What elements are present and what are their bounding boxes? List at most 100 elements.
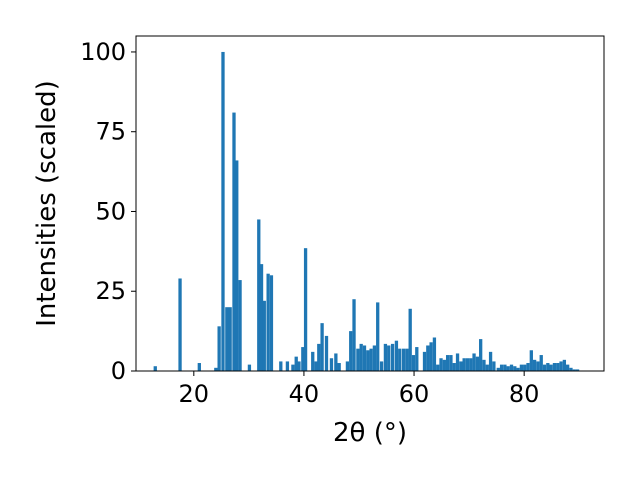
bar bbox=[408, 308, 412, 371]
x-tick-label: 20 bbox=[179, 380, 210, 408]
y-tick-label: 100 bbox=[80, 38, 126, 66]
bar bbox=[390, 343, 395, 371]
bar bbox=[475, 356, 480, 371]
y-tick-label: 75 bbox=[95, 118, 126, 146]
bar bbox=[552, 363, 557, 371]
bar bbox=[297, 361, 301, 371]
bar bbox=[485, 364, 489, 371]
bar bbox=[436, 364, 440, 371]
bar bbox=[153, 366, 157, 371]
bar bbox=[445, 355, 450, 371]
bar bbox=[509, 364, 514, 371]
bar bbox=[345, 361, 350, 371]
bar bbox=[359, 343, 363, 371]
x-tick-label: 60 bbox=[399, 380, 430, 408]
bar bbox=[285, 361, 290, 371]
bar bbox=[452, 363, 456, 371]
bar bbox=[301, 347, 305, 371]
bar bbox=[352, 299, 356, 371]
bar bbox=[562, 359, 567, 371]
bar bbox=[499, 364, 504, 371]
bar bbox=[214, 367, 218, 371]
bar bbox=[462, 358, 466, 371]
bar bbox=[415, 347, 419, 371]
bar bbox=[303, 248, 308, 371]
bar bbox=[356, 348, 360, 371]
bar bbox=[217, 326, 221, 371]
bar bbox=[566, 364, 570, 371]
bar bbox=[235, 160, 239, 371]
bar bbox=[221, 51, 225, 371]
bar bbox=[496, 367, 500, 371]
bar bbox=[523, 364, 527, 371]
bar bbox=[269, 275, 274, 371]
bar bbox=[401, 348, 406, 371]
y-axis-label: Intensities (scaled) bbox=[32, 80, 62, 327]
bar bbox=[279, 361, 283, 371]
bar bbox=[513, 366, 517, 371]
bar bbox=[492, 361, 496, 371]
bar bbox=[238, 280, 242, 371]
bar bbox=[572, 369, 576, 371]
plot-area-frame bbox=[135, 35, 605, 372]
x-tick-label: 80 bbox=[509, 380, 540, 408]
bar bbox=[506, 366, 510, 371]
bar bbox=[539, 355, 543, 371]
bar bbox=[459, 361, 463, 371]
bar bbox=[532, 359, 537, 371]
bar bbox=[379, 361, 384, 371]
bar bbox=[556, 363, 560, 371]
bar bbox=[569, 367, 573, 371]
bar bbox=[405, 348, 409, 371]
bar bbox=[411, 355, 416, 371]
bar bbox=[232, 112, 236, 371]
x-axis: 20 40 60 80 bbox=[179, 371, 540, 408]
x-axis-label: 2θ (°) bbox=[333, 418, 407, 448]
bar bbox=[542, 364, 547, 371]
bar bbox=[488, 351, 493, 371]
bar bbox=[262, 300, 266, 371]
bar bbox=[549, 364, 553, 371]
bar bbox=[575, 369, 580, 371]
y-tick-label: 0 bbox=[111, 357, 126, 385]
bar bbox=[482, 359, 486, 371]
bar bbox=[225, 307, 229, 371]
bar-series bbox=[153, 51, 580, 371]
bar bbox=[519, 364, 524, 371]
y-tick-label: 25 bbox=[95, 277, 126, 305]
bar bbox=[294, 356, 298, 371]
bar bbox=[559, 361, 563, 371]
bar bbox=[324, 335, 329, 371]
bar bbox=[526, 363, 530, 371]
bar bbox=[472, 353, 476, 371]
bar bbox=[311, 351, 315, 371]
x-tick-label: 40 bbox=[289, 380, 320, 408]
bar bbox=[503, 364, 507, 371]
bar bbox=[426, 345, 430, 371]
bar bbox=[329, 358, 334, 371]
bar bbox=[247, 364, 252, 371]
bar bbox=[449, 355, 453, 371]
bar bbox=[479, 339, 483, 371]
bar bbox=[387, 345, 391, 371]
bar bbox=[439, 358, 443, 371]
bar bbox=[291, 364, 295, 371]
bar bbox=[442, 359, 446, 371]
bar bbox=[383, 343, 388, 371]
bar bbox=[516, 367, 520, 371]
bar bbox=[422, 351, 427, 371]
bar bbox=[314, 361, 318, 371]
bar bbox=[266, 273, 270, 371]
bar bbox=[398, 348, 402, 371]
bar bbox=[178, 278, 182, 371]
bar bbox=[536, 361, 540, 371]
bar bbox=[334, 353, 338, 371]
bar bbox=[455, 353, 460, 371]
bar bbox=[337, 363, 341, 371]
bar bbox=[376, 302, 380, 371]
bar bbox=[257, 219, 261, 371]
bar bbox=[465, 358, 470, 371]
bar bbox=[320, 323, 324, 371]
bar bbox=[366, 350, 370, 371]
